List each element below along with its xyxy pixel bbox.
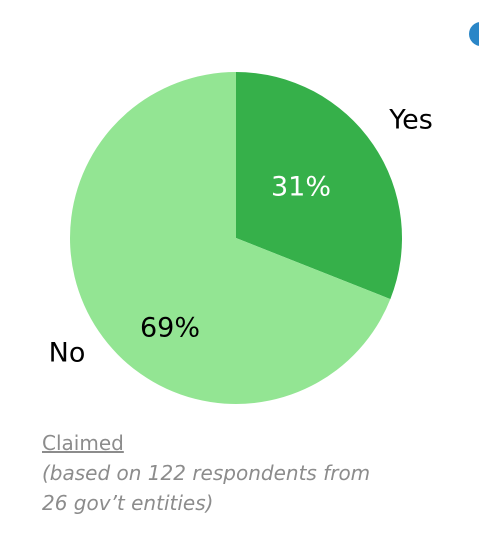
pie-slice-yes bbox=[236, 72, 402, 300]
slice-category-label-yes: Yes bbox=[388, 105, 433, 136]
pie-slices bbox=[69, 72, 402, 404]
slice-value-label-no: 69% bbox=[140, 313, 200, 344]
pie-slice-no bbox=[69, 72, 391, 404]
caption-note: (based on 122 respondents from 26 gov’t … bbox=[42, 461, 371, 515]
chart-caption: Claimed (based on 122 respondents from 2… bbox=[42, 428, 479, 518]
corner-mark-icon bbox=[469, 22, 479, 46]
pie-labels: 31% Yes 69% No bbox=[49, 105, 433, 369]
slice-category-label-no: No bbox=[49, 338, 86, 369]
slice-value-label-yes: 31% bbox=[271, 172, 331, 203]
caption-title: Claimed bbox=[42, 431, 124, 455]
